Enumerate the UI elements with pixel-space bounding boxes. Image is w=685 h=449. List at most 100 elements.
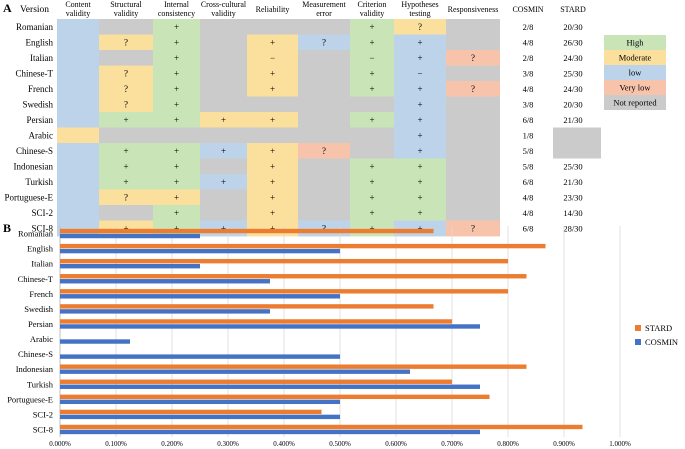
rating-cell [247,205,298,221]
rating-cell [394,174,446,190]
rating-cell [99,65,153,82]
rating-symbol: + [270,208,275,218]
rating-cell [99,143,153,159]
rating-symbol: + [417,84,422,94]
rating-cell [394,96,446,113]
legend-swatch-moderate [604,50,666,65]
category-label: Portuguese-E [7,394,53,404]
rating-cell [247,34,298,51]
rating-cell [394,65,446,82]
header-line: Structural [110,0,142,9]
bar-cosmin [60,339,130,344]
bar-cosmin [60,399,340,405]
rating-cell [153,81,200,97]
rating-cell [99,34,153,51]
header-line: validity [360,9,384,18]
category-label: Swedish [24,304,54,314]
rating-cell [57,96,99,113]
bar-stard [60,304,434,309]
legend-swatch-not-reported [604,95,666,110]
rating-symbol: + [369,38,374,48]
header-stard: STARD [560,5,586,14]
rating-cell [57,174,99,190]
rating-symbol: + [174,162,179,172]
rating-cell [298,127,350,144]
rating-symbol: + [174,115,179,125]
rating-cell [153,34,200,51]
legend-swatch-cosmin [635,339,641,345]
rating-cell [350,65,394,82]
rating-cell [350,50,394,66]
rating-symbol: + [417,146,422,156]
bar-stard [60,274,527,279]
rating-symbol: + [174,177,179,187]
rating-symbol: + [369,162,374,172]
rating-cell [247,96,298,113]
x-tick-label: 0.700% [441,440,463,448]
rating-cell [200,127,247,144]
rating-cell [446,81,500,97]
rating-cell [394,112,446,128]
rating-cell [57,143,99,159]
rating-symbol: ? [124,84,128,94]
rating-cell [298,143,350,159]
stard-score: 21/30 [563,177,582,187]
bar-stard [60,394,490,400]
row-label: Turkish [25,177,53,187]
rating-cell [153,65,200,82]
rating-cell [200,96,247,113]
rating-cell [247,143,298,159]
header-line: Reliability [256,5,290,14]
rating-symbol: + [369,193,374,203]
header-hypotheses-testing: Hypotheses testing [401,0,438,18]
x-tick-label: 0.800% [497,440,519,448]
rating-cell [350,81,394,97]
bar-stard [60,228,434,234]
rating-cell [200,112,247,128]
rating-cell [394,189,446,206]
rating-cell [394,34,446,51]
row-label: French [28,84,53,94]
rating-cell [247,189,298,206]
rating-cell [200,143,247,159]
rating-cell [57,127,99,144]
category-label: SCI-2 [33,409,53,419]
rating-symbol: + [221,224,226,234]
rating-cell [350,174,394,190]
rating-cell [99,19,153,35]
rating-cell [247,19,298,35]
rating-symbol: + [270,38,275,48]
header-line: Criterion [358,0,387,9]
rating-symbol: + [270,224,275,234]
rating-symbol: − [270,53,275,63]
rating-symbol: + [369,22,374,32]
legend-swatch-very-low [604,80,666,95]
bar-cosmin [60,429,480,435]
rating-symbol: + [270,193,275,203]
rating-symbol: + [369,115,374,125]
rating-symbol: + [174,22,179,32]
rating-cell [394,143,446,159]
rating-symbol: + [270,69,275,79]
row-label: Chinese-S [16,146,53,156]
rating-cell [99,81,153,97]
stard-score: 21/30 [563,115,582,125]
rating-symbol: ? [471,224,475,234]
rating-symbol: + [174,84,179,94]
x-tick-label: 0.900% [553,440,575,448]
bar-cosmin [60,248,340,254]
header-line: testing [409,9,430,18]
panel-a-label: A [3,1,12,15]
rating-symbol: + [270,115,275,125]
row-label: SCI-2 [31,208,53,218]
x-tick-label: 0.300% [217,440,239,448]
rating-cell [446,127,500,144]
stard-score: 25/30 [563,69,582,79]
header-internal-consistency: Internal consistency [158,0,195,18]
rating-symbol: + [417,100,422,110]
rating-symbol: ? [471,53,475,63]
category-label: English [27,244,54,254]
bar-stard [60,409,322,415]
rating-cell [446,19,500,35]
category-label: Turkish [27,379,54,389]
